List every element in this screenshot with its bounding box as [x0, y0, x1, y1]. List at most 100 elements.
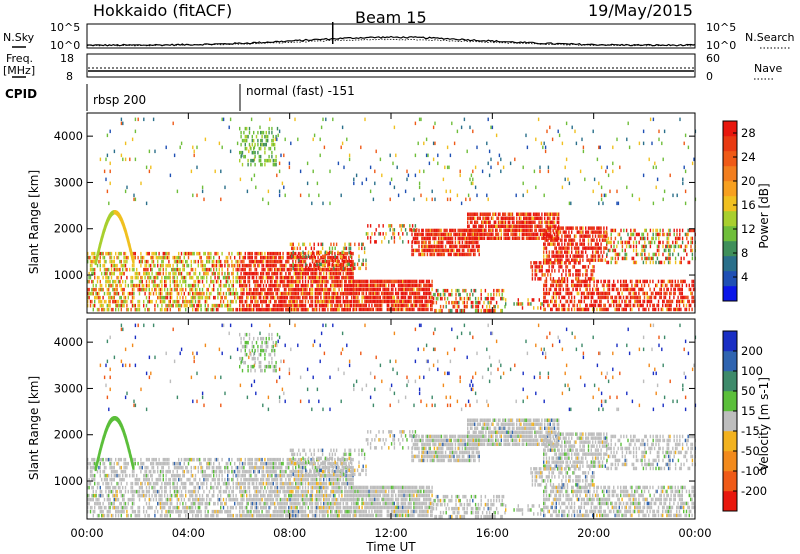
heatmap-cell — [396, 307, 398, 312]
heatmap-cell — [388, 224, 390, 228]
heatmap-cell — [341, 303, 343, 308]
heatmap-cell — [169, 307, 171, 312]
heatmap-cell — [331, 255, 333, 260]
heatmap-cell — [371, 299, 373, 304]
heatmap-cell — [551, 261, 553, 265]
heatmap-cell — [680, 287, 682, 292]
heatmap-cell — [420, 283, 422, 288]
heatmap-cell — [566, 265, 569, 269]
heatmap-cell — [392, 279, 394, 284]
heatmap-cell — [374, 287, 376, 292]
heatmap-cell — [493, 288, 495, 293]
heatmap-cell — [620, 240, 622, 245]
heatmap-cell — [344, 287, 346, 292]
heatmap-cell — [425, 153, 428, 158]
heatmap-cell — [495, 288, 498, 293]
heatmap-cell — [413, 283, 415, 288]
heatmap-cell — [241, 153, 243, 158]
heatmap-cell — [244, 154, 246, 159]
heatmap-cell — [490, 300, 492, 305]
heatmap-cell — [197, 283, 199, 288]
cpid-label: CPID — [5, 87, 37, 101]
heatmap-cell — [109, 271, 111, 276]
heatmap-cell — [655, 260, 657, 265]
heatmap-cell — [286, 251, 288, 256]
heatmap-cell — [534, 232, 536, 236]
heatmap-cell — [594, 242, 597, 246]
heatmap-cell — [510, 216, 512, 220]
heatmap-cell — [492, 236, 494, 240]
heatmap-cell — [555, 238, 557, 242]
heatmap-cell — [344, 246, 346, 251]
heatmap-cell — [568, 246, 570, 250]
heatmap-cell — [137, 271, 139, 276]
heatmap-cell — [409, 228, 411, 232]
heatmap-cell — [322, 201, 324, 206]
heatmap-cell — [592, 307, 594, 312]
heatmap-cell — [635, 244, 638, 249]
heatmap-cell — [141, 283, 143, 288]
heatmap-cell — [659, 260, 661, 265]
heatmap-cell — [525, 232, 528, 236]
heatmap-cell — [552, 277, 555, 281]
heatmap-cell — [351, 275, 353, 280]
heatmap-cell — [148, 283, 150, 288]
heatmap-cell — [204, 299, 206, 304]
heatmap-cell — [344, 266, 346, 271]
heatmap-cell — [603, 234, 605, 238]
heatmap-cell — [479, 236, 481, 240]
heatmap-cell — [173, 271, 176, 276]
heatmap-cell — [402, 303, 404, 308]
heatmap-cell — [103, 271, 106, 276]
heatmap-cell — [207, 303, 209, 308]
heatmap-cell — [423, 303, 425, 308]
heatmap-cell — [317, 263, 319, 268]
heatmap-cell — [349, 279, 351, 284]
heatmap-cell — [531, 273, 534, 277]
heatmap-cell — [267, 271, 269, 276]
heatmap-cell — [250, 271, 252, 276]
heatmap-cell — [607, 295, 609, 300]
heatmap-cell — [91, 279, 93, 284]
heatmap-cell — [381, 173, 383, 178]
heatmap-cell — [267, 267, 269, 272]
heatmap-cell — [501, 288, 503, 293]
heatmap-cell — [479, 212, 481, 216]
heatmap-cell — [446, 248, 448, 253]
heatmap-cell — [435, 288, 438, 293]
heatmap-cell — [309, 303, 311, 308]
heatmap-cell — [109, 251, 111, 256]
heatmap-cell — [260, 291, 262, 296]
heatmap-cell — [244, 142, 246, 147]
heatmap-cell — [624, 287, 626, 292]
heatmap-cell — [133, 197, 135, 202]
heatmap-cell — [684, 248, 687, 253]
heatmap-cell — [299, 259, 301, 264]
heatmap-cell — [372, 283, 374, 288]
heatmap-cell — [528, 236, 530, 240]
heatmap-cell — [383, 287, 386, 292]
heatmap-cell — [293, 295, 295, 300]
heatmap-cell — [337, 303, 339, 308]
heatmap-cell — [449, 240, 451, 245]
heatmap-cell — [564, 295, 566, 300]
heatmap-cell — [649, 244, 652, 249]
heatmap-cell — [669, 173, 671, 178]
heatmap-cell — [186, 263, 188, 268]
heatmap-cell — [422, 248, 424, 253]
heatmap-cell — [644, 252, 646, 257]
heatmap-cell — [323, 275, 325, 280]
heatmap-cell — [601, 238, 604, 242]
heatmap-cell — [337, 161, 340, 166]
heatmap-cell — [421, 248, 423, 253]
heatmap-cell — [673, 287, 675, 292]
heatmap-cell — [255, 283, 258, 288]
heatmap-cell — [540, 265, 542, 269]
heatmap-cell — [200, 307, 202, 312]
heatmap-cell — [89, 255, 92, 260]
heatmap-cell — [528, 228, 530, 232]
heatmap-cell — [253, 173, 256, 178]
heatmap-cell — [141, 287, 143, 292]
heatmap-cell — [105, 275, 107, 280]
heatmap-cell — [345, 263, 347, 268]
